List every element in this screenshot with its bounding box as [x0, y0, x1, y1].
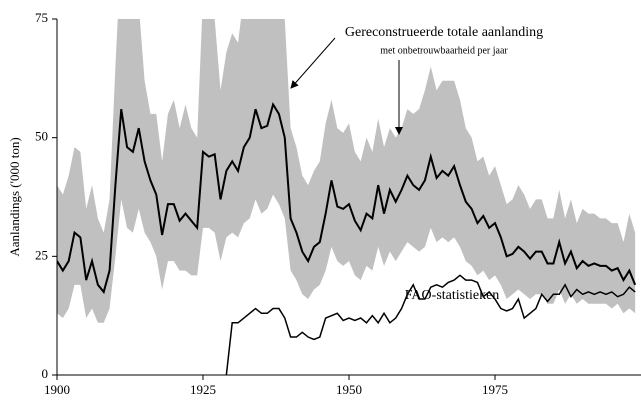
y-tick-label: 75 [35, 10, 48, 25]
series-label: FAO-statistieken [405, 288, 500, 303]
x-tick-label: 1900 [44, 382, 70, 397]
y-axis-label: Aanlandings ('000 ton) [7, 137, 22, 256]
series-label: Gereconstrueerde totale aanlanding [345, 25, 543, 40]
band-layer [57, 19, 636, 323]
series-line [225, 274, 636, 375]
annotation-arrow [290, 37, 336, 89]
band-label: met onbetrouwbaarheid per jaar [380, 45, 508, 56]
y-tick-label: 25 [35, 247, 48, 262]
y-tick-label: 50 [35, 129, 48, 144]
series-line [57, 101, 637, 295]
x-tick-label: 1975 [482, 382, 508, 397]
x-tick-label: 1925 [190, 382, 216, 397]
line-layer [57, 101, 637, 375]
y-tick-label: 0 [42, 366, 49, 381]
x-tick-label: 1950 [336, 382, 362, 397]
uncertainty-band [57, 19, 636, 323]
